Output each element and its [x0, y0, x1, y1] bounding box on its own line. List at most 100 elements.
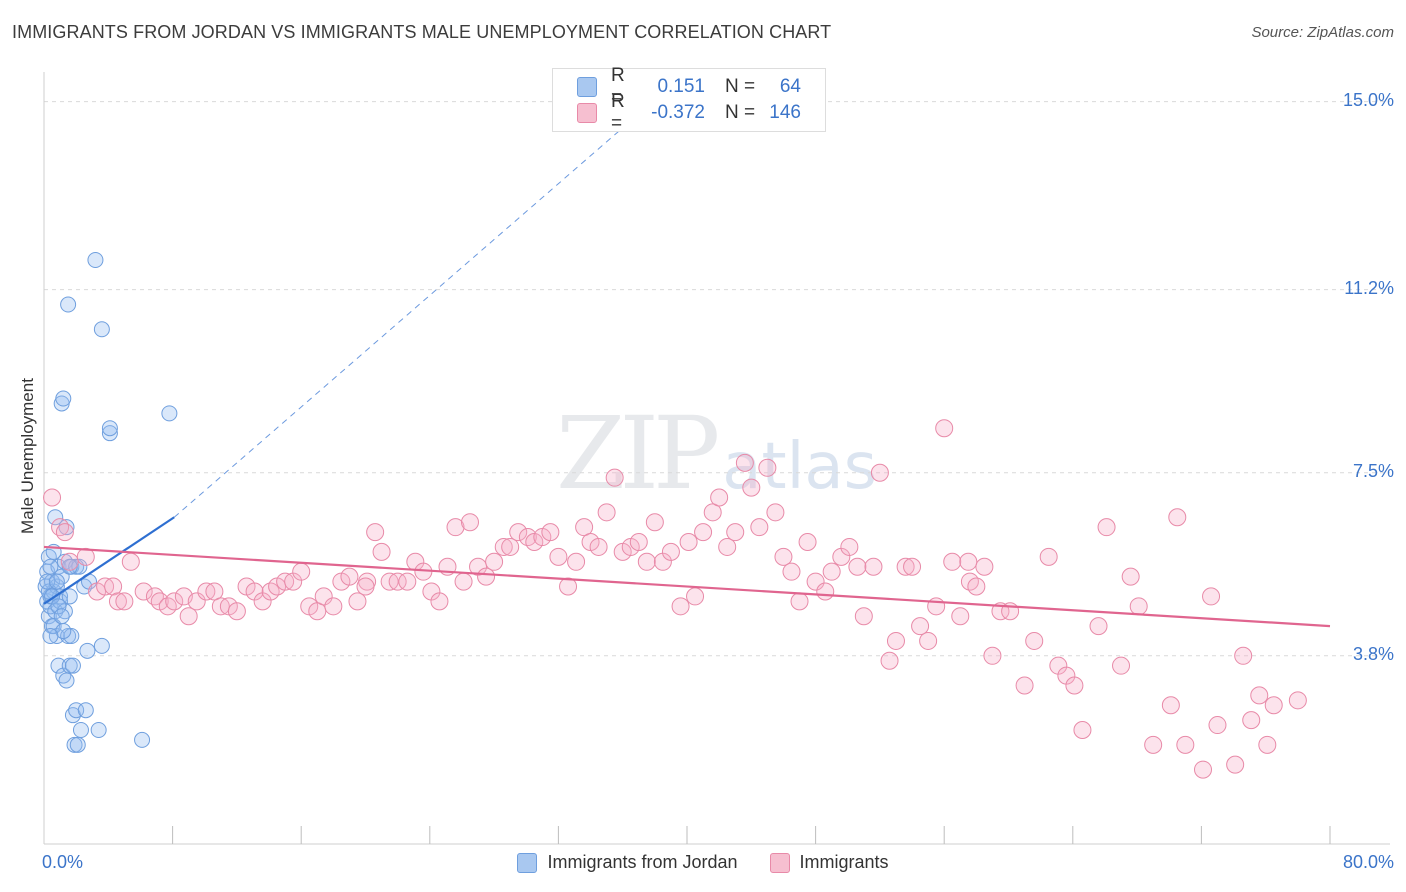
point-jordan	[134, 731, 151, 748]
point-immigrants	[292, 562, 311, 581]
legend-r-value: 0.151	[657, 76, 705, 97]
series-jordan-points	[37, 252, 178, 753]
point-immigrants	[927, 597, 946, 616]
legend-row-jordan: R = 0.151 N = 64	[577, 65, 801, 108]
point-immigrants	[975, 557, 994, 576]
point-immigrants	[187, 592, 206, 611]
point-immigrants	[1073, 721, 1092, 739]
point-immigrants	[959, 552, 978, 571]
point-immigrants	[1208, 716, 1227, 735]
point-immigrants	[340, 567, 359, 586]
legend-row-immigrants: R = -0.372 N = 146	[577, 91, 801, 134]
point-immigrants	[694, 523, 713, 542]
legend-r-label: R =	[611, 91, 625, 134]
point-immigrants	[1015, 676, 1034, 695]
watermark: ZIP atlas	[556, 395, 877, 512]
point-immigrants	[854, 607, 873, 626]
chart-title: IMMIGRANTS FROM JORDAN VS IMMIGRANTS MAL…	[12, 22, 832, 42]
point-immigrants	[559, 577, 578, 596]
y-tick-label: 7.5%	[1352, 460, 1394, 481]
point-jordan	[77, 702, 94, 719]
point-immigrants	[1226, 755, 1245, 774]
point-jordan	[50, 657, 67, 674]
point-immigrants	[896, 557, 915, 576]
series-legend: Immigrants from Jordan Immigrants	[0, 852, 1406, 873]
point-jordan	[76, 578, 93, 595]
point-immigrants	[1234, 646, 1253, 665]
point-immigrants	[1168, 508, 1187, 527]
point-immigrants	[55, 523, 74, 542]
point-jordan	[39, 573, 56, 590]
point-immigrants	[1097, 518, 1116, 537]
y-tick-label: 11.2%	[1344, 277, 1394, 298]
point-immigrants	[366, 523, 385, 542]
point-immigrants	[1025, 631, 1044, 650]
point-immigrants	[870, 463, 889, 482]
point-jordan	[87, 252, 104, 268]
point-jordan	[63, 628, 80, 644]
point-immigrants	[494, 537, 513, 556]
point-immigrants	[388, 572, 407, 591]
legend-item-jordan[interactable]: Immigrants from Jordan	[517, 852, 738, 873]
point-immigrants	[864, 557, 883, 576]
point-immigrants	[115, 592, 134, 611]
point-immigrants	[983, 646, 1002, 665]
point-immigrants	[1176, 735, 1195, 754]
point-immigrants	[903, 557, 922, 576]
point-jordan	[79, 642, 96, 659]
point-immigrants	[1202, 587, 1221, 606]
point-immigrants	[1242, 711, 1261, 730]
point-immigrants	[575, 518, 594, 537]
point-immigrants	[589, 537, 608, 556]
point-jordan	[72, 722, 89, 738]
point-immigrants	[597, 503, 616, 522]
y-tick-label: 3.8%	[1352, 643, 1394, 664]
legend-r-value: -0.372	[651, 102, 705, 123]
legend-n-value: 146	[769, 102, 801, 123]
point-immigrants	[886, 631, 905, 650]
y-tick-label: 15.0%	[1342, 89, 1394, 110]
point-jordan	[47, 509, 64, 526]
series-immigrants-points	[43, 419, 1307, 779]
point-jordan	[61, 588, 78, 605]
legend-swatch-jordan	[517, 852, 538, 873]
point-immigrants	[790, 592, 809, 611]
watermark-zip: ZIP	[556, 395, 720, 512]
point-immigrants	[51, 518, 70, 537]
point-immigrants	[1089, 617, 1108, 636]
point-immigrants	[645, 513, 664, 532]
point-immigrants	[227, 602, 246, 621]
point-immigrants	[348, 592, 367, 611]
point-immigrants	[726, 523, 745, 542]
point-jordan	[40, 548, 57, 565]
point-jordan	[69, 736, 86, 753]
point-jordan	[48, 628, 65, 644]
point-immigrants	[1112, 656, 1131, 675]
point-immigrants	[816, 582, 835, 601]
point-immigrants	[742, 478, 761, 497]
point-immigrants	[1161, 696, 1180, 715]
point-immigrants	[671, 597, 690, 616]
point-immigrants	[541, 523, 560, 542]
point-immigrants	[703, 503, 722, 522]
point-immigrants	[356, 577, 375, 596]
point-immigrants	[943, 552, 962, 571]
point-immigrants	[710, 488, 729, 507]
point-immigrants	[179, 607, 198, 626]
point-immigrants	[1258, 735, 1277, 754]
point-immigrants	[460, 513, 479, 532]
point-immigrants	[430, 592, 449, 611]
legend-swatch-jordan	[577, 77, 597, 97]
point-jordan	[55, 390, 72, 407]
point-immigrants	[43, 488, 62, 507]
point-jordan	[101, 425, 118, 442]
point-jordan	[58, 672, 75, 689]
legend-r-label: R =	[611, 65, 625, 108]
point-immigrants	[967, 577, 986, 596]
point-immigrants	[782, 562, 801, 581]
point-immigrants	[840, 537, 859, 556]
point-immigrants	[121, 552, 140, 571]
legend-item-immigrants[interactable]: Immigrants	[769, 852, 889, 873]
point-jordan	[71, 558, 88, 575]
